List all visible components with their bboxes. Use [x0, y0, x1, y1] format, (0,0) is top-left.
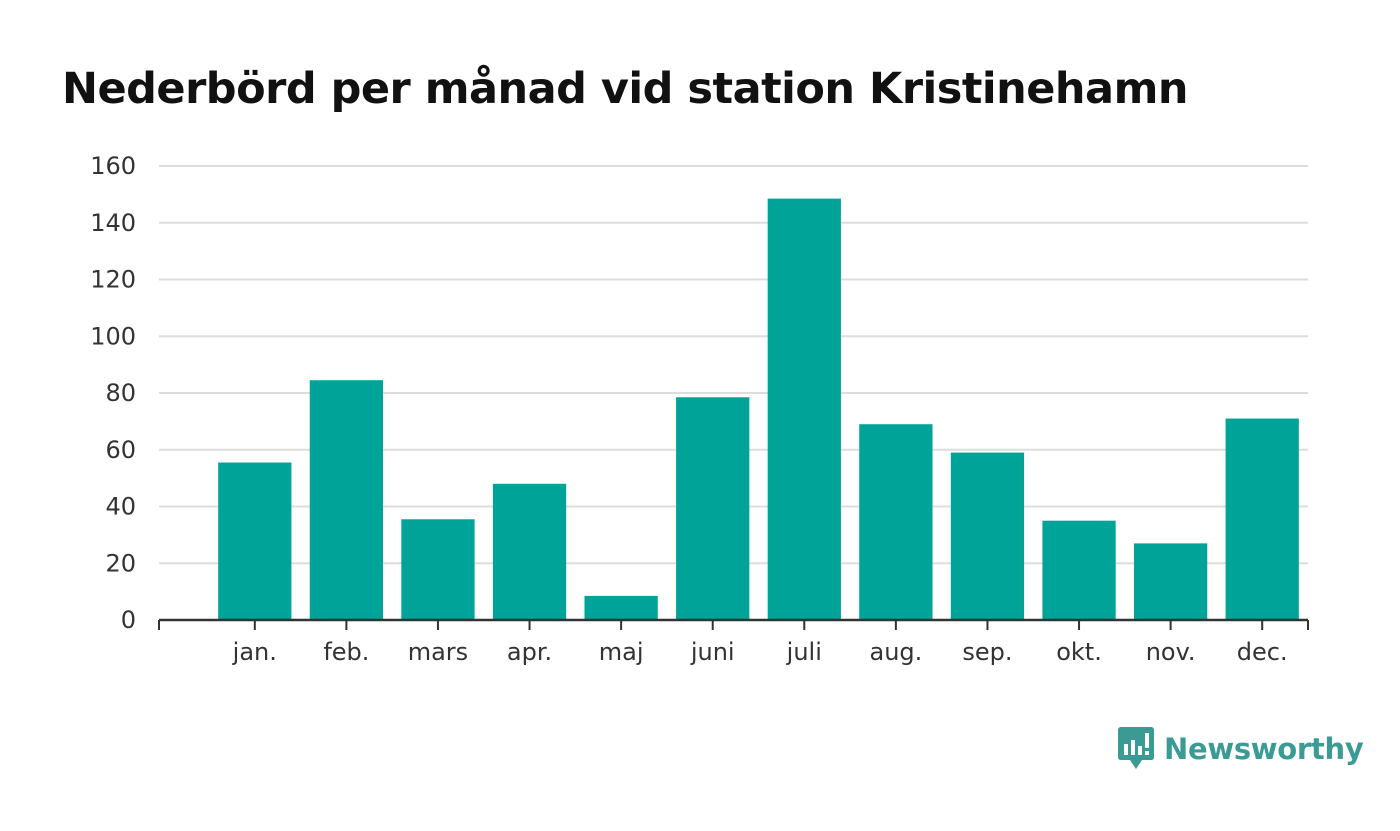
x-tick-label: juni — [690, 638, 735, 666]
newsworthy-logo-icon — [1118, 727, 1154, 769]
x-tick-label: feb. — [323, 638, 369, 666]
bars — [218, 198, 1299, 620]
y-axis-ticks: 0 20 40 60 80 100 120 140 160 — [90, 152, 136, 634]
bar — [218, 462, 292, 620]
bar — [492, 483, 567, 620]
x-tick-label: aug. — [869, 638, 922, 666]
x-axis-ticks: jan. feb. mars apr. maj juni juli aug. sep. okt. n… — [232, 638, 1288, 666]
x-tick-label: sep. — [962, 638, 1012, 666]
bar — [584, 595, 658, 620]
y-tick-label: 0 — [121, 606, 136, 634]
x-tick-label: juli — [786, 638, 822, 666]
x-tick-label: nov. — [1146, 638, 1196, 666]
y-tick-label: 140 — [90, 209, 136, 237]
y-tick-label: 20 — [105, 549, 136, 577]
chart-title: Nederbörd per månad vid station Kristine… — [62, 64, 1188, 114]
x-tick-label: jan. — [232, 638, 277, 666]
bar — [401, 519, 475, 620]
brand-name: Newsworthy — [1164, 732, 1364, 766]
y-tick-label: 40 — [105, 493, 136, 521]
x-axis — [158, 618, 1309, 630]
y-tick-label: 120 — [90, 266, 136, 294]
newsworthy-logo: Newsworthy — [1118, 727, 1364, 771]
x-tick-label: dec. — [1237, 638, 1288, 666]
bar — [1042, 520, 1116, 620]
x-tick-label: okt. — [1056, 638, 1102, 666]
y-tick-label: 80 — [105, 379, 136, 407]
x-tick-label: maj — [599, 638, 644, 666]
bar — [859, 424, 933, 620]
bar — [950, 452, 1025, 620]
y-tick-label: 160 — [90, 152, 136, 180]
bar — [767, 198, 841, 620]
x-tick-label: mars — [408, 638, 468, 666]
y-tick-label: 60 — [105, 436, 136, 464]
bar — [309, 380, 384, 620]
bar — [1225, 418, 1299, 620]
y-tick-label: 100 — [90, 322, 136, 350]
bar — [1133, 543, 1208, 620]
x-tick-label: apr. — [507, 638, 552, 666]
bar — [676, 397, 750, 620]
